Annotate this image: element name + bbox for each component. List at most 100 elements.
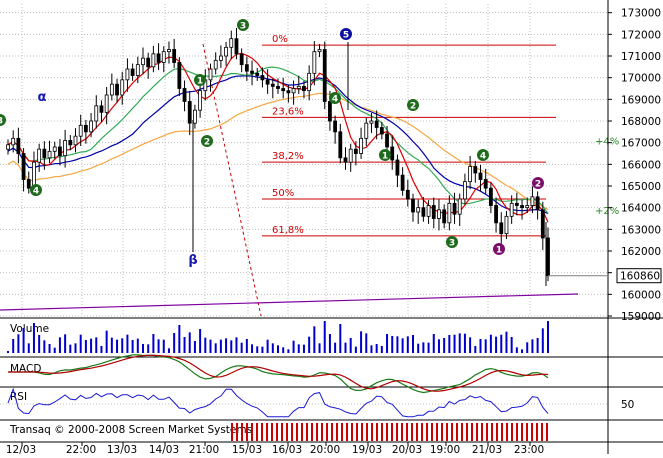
candle-body <box>322 49 327 102</box>
candle-body <box>343 157 348 163</box>
time-tick-label: 13/03 <box>107 444 137 454</box>
wave-label-number: 1 <box>197 77 203 87</box>
candle-body <box>239 53 244 66</box>
candle-body <box>463 181 467 200</box>
price-tick-label: 165000 <box>621 181 661 193</box>
wave-label-number: 1 <box>496 246 502 256</box>
wave-label-marker <box>477 149 489 161</box>
time-tick-label: 21/03 <box>472 444 502 454</box>
wave-label-number: 2 <box>204 138 210 148</box>
candle-body <box>374 120 379 128</box>
candle-body <box>187 101 192 124</box>
candle-body <box>21 153 26 180</box>
candle-body <box>317 49 322 53</box>
price-axis: 173000 172000 171000 170000 169000 168000 1670… <box>548 0 662 454</box>
candle-body <box>52 146 57 152</box>
candle-body <box>68 140 73 146</box>
panel-title-macd: MACD <box>10 363 41 375</box>
wave-label-marker <box>194 74 206 86</box>
candle-body <box>177 62 182 89</box>
candle-body <box>468 166 473 183</box>
wave-label-number: 4 <box>332 95 338 105</box>
fibonacci-levels: 0% 23,6% 38,2% 50% 61,8% +4% +2% <box>0 34 619 317</box>
wave-label-marker <box>493 243 505 255</box>
candle-body <box>120 79 125 96</box>
candle-body <box>58 146 62 157</box>
price-tick-label: 166000 <box>621 159 661 171</box>
candle-body <box>478 172 483 180</box>
price-tick-label: 171000 <box>621 51 661 63</box>
candle-body <box>457 198 462 215</box>
time-tick-label: 21:00 <box>189 444 219 454</box>
candle-body <box>494 205 498 224</box>
fib-level-label: 61,8% <box>272 225 304 236</box>
fib-level-label: 38,2% <box>272 151 304 162</box>
fib-level-label: 0% <box>272 34 288 45</box>
fib-level-label: 23,6% <box>272 106 304 117</box>
candle-body <box>499 222 504 235</box>
candle-body <box>385 133 389 148</box>
candle-body <box>379 127 384 135</box>
candle-body <box>182 88 187 102</box>
candle-body <box>78 124 83 137</box>
candle-body <box>151 53 156 68</box>
time-tick-label: 19/03 <box>352 444 382 454</box>
candle-body <box>167 49 171 53</box>
candle-body <box>312 51 317 74</box>
last-price-box <box>616 268 662 284</box>
candle-body <box>94 105 99 122</box>
candle-body <box>244 64 249 72</box>
candle-body <box>333 120 338 133</box>
candle-body <box>353 148 358 154</box>
candle-body <box>447 202 452 224</box>
candle-body <box>286 90 291 94</box>
candle-body <box>504 215 509 235</box>
candle-body <box>520 205 524 209</box>
candle-body <box>421 207 426 217</box>
candle-body <box>260 75 265 81</box>
candle-body <box>63 140 68 157</box>
time-tick-label: 16/03 <box>272 444 302 454</box>
candle-body <box>208 68 213 81</box>
candle-body <box>514 202 519 206</box>
time-tick-label: 12/03 <box>6 444 36 454</box>
price-tick-label: 162000 <box>621 246 661 258</box>
wave-label-marker <box>237 19 249 31</box>
candle-body <box>535 196 540 211</box>
candle-body <box>431 205 436 219</box>
candle-body <box>488 187 493 206</box>
candle-body <box>141 57 145 66</box>
wave-label-marker <box>30 184 42 196</box>
candle-body <box>218 55 223 61</box>
indicator-panels: Volume MACD RSI 50 Transaq © 2000-2008 Scree… <box>0 317 663 441</box>
candle-body <box>172 49 177 63</box>
candle-body <box>338 131 343 159</box>
wave-label-number: 2 <box>535 180 541 190</box>
wave-label-greek: α <box>38 90 47 105</box>
candle-body <box>473 166 478 174</box>
candle-body <box>47 150 52 159</box>
candle-body <box>483 179 488 189</box>
candle-body <box>250 70 254 74</box>
time-tick-label: 20:00 <box>310 444 340 454</box>
time-tick-label: 22:00 <box>66 444 96 454</box>
candle-body <box>452 202 457 215</box>
wave-label-number: 4 <box>480 152 486 162</box>
wave-label-number: 5 <box>343 31 349 41</box>
candle-body <box>302 85 306 92</box>
candle-body <box>156 53 161 63</box>
price-tick-label: 164000 <box>621 203 661 215</box>
macd-line <box>8 354 549 394</box>
panel-title-rsi: RSI <box>10 391 27 403</box>
wave-label-number: 2 <box>410 102 416 112</box>
candle-body <box>328 101 332 122</box>
candle-body <box>89 120 93 133</box>
price-tick-label: 168000 <box>621 116 661 128</box>
candle-body <box>307 72 312 92</box>
rsi-line <box>7 387 549 418</box>
candle-body <box>99 105 104 113</box>
moving-average-orange <box>7 92 549 211</box>
candle-body <box>255 72 260 76</box>
